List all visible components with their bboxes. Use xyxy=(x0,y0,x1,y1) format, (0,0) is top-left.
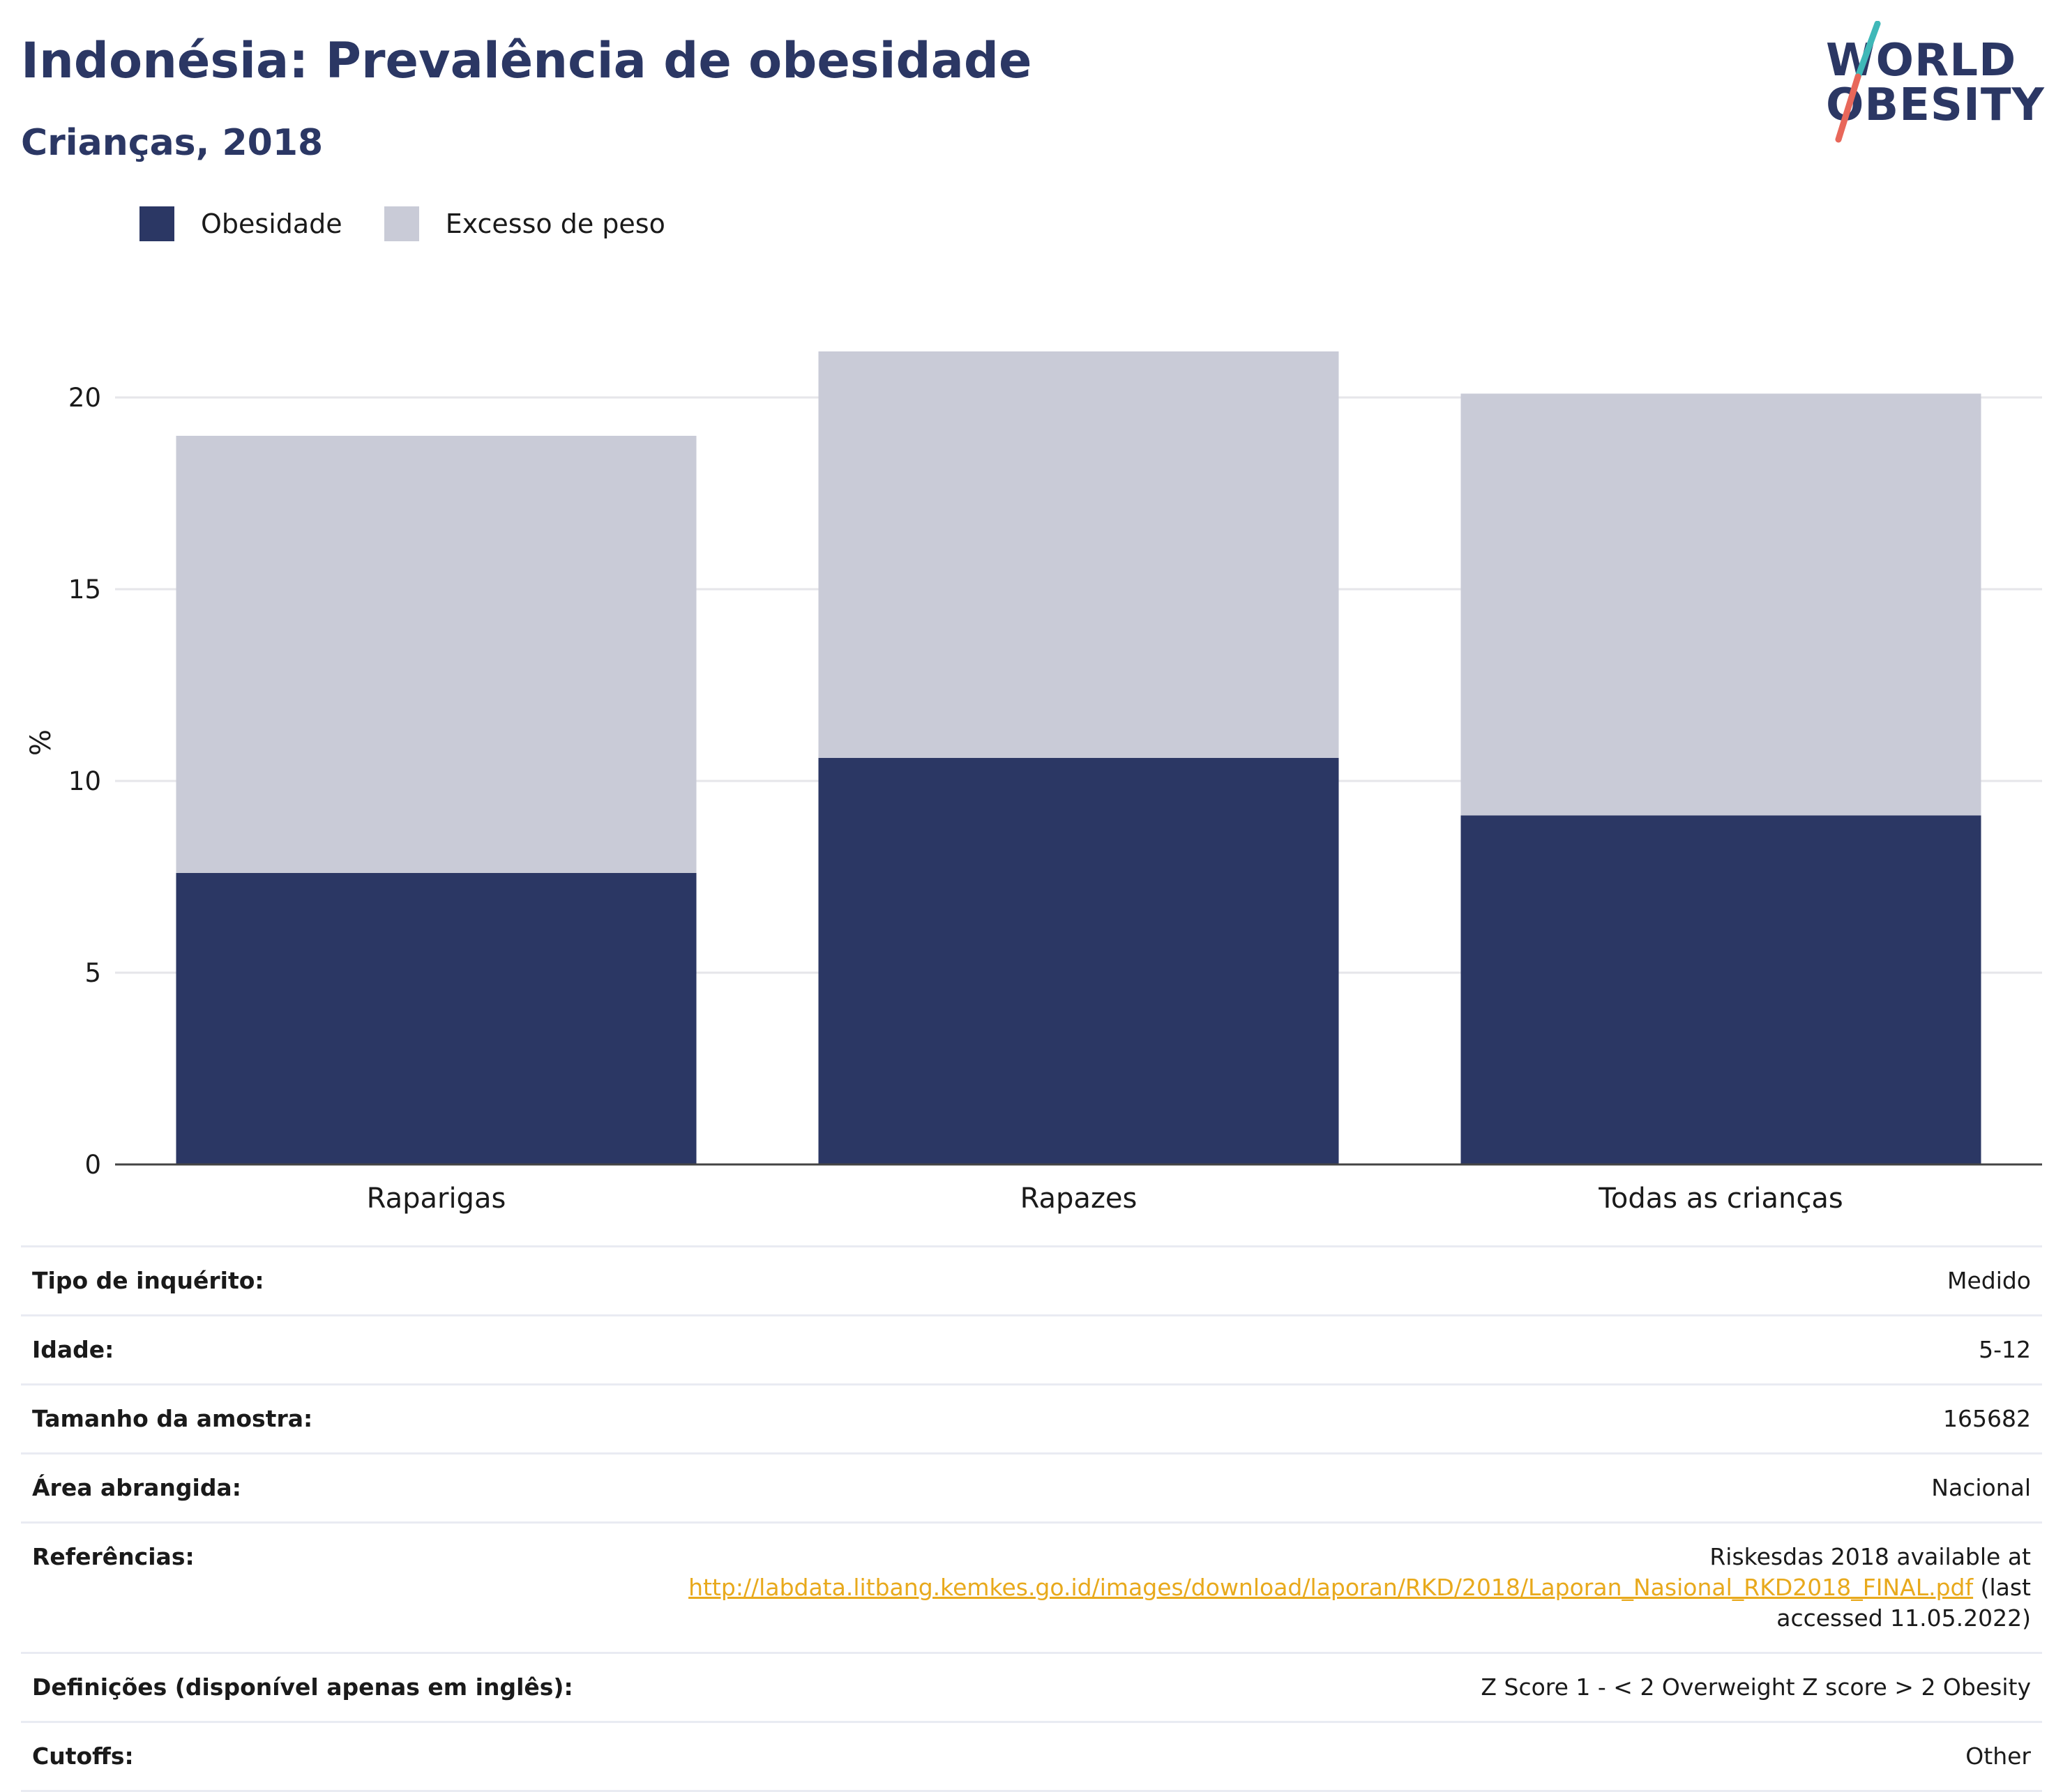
details-label: Idade: xyxy=(32,1336,114,1363)
world-obesity-logo: WORLD OBESITY xyxy=(1813,21,2050,146)
bar-excesso-de-peso xyxy=(1460,393,1981,816)
bar-obesidade xyxy=(1460,815,1981,1164)
survey-details-table: Tipo de inquérito: Medido Idade: 5-12 Ta… xyxy=(21,1245,2042,1792)
bar-excesso-de-peso xyxy=(176,436,697,873)
y-tick-label: 15 xyxy=(68,575,101,605)
bar-obesidade xyxy=(818,758,1339,1164)
legend-label-excesso-de-peso: Excesso de peso xyxy=(445,208,665,239)
logo-slash-icon xyxy=(1835,21,1881,143)
details-row-area: Área abrangida: Nacional xyxy=(21,1452,2042,1521)
details-row-sample-size: Tamanho da amostra: 165682 xyxy=(21,1383,2042,1452)
legend-item-excesso-de-peso[interactable]: Excesso de peso xyxy=(384,206,665,241)
y-tick-label: 0 xyxy=(84,1150,101,1180)
reference-access-note: (last accessed 11.05.2022) xyxy=(1776,1574,2031,1632)
y-tick-label: 5 xyxy=(84,958,101,988)
logo-word-obesity: OBESITY xyxy=(1826,79,2045,131)
details-label: Definições (disponível apenas em inglês)… xyxy=(32,1673,573,1701)
details-value-references: Riskesdas 2018 available at http://labda… xyxy=(636,1542,2031,1634)
chart-title: Indonésia: Prevalência de obesidade xyxy=(21,32,1032,89)
details-value: 5-12 xyxy=(1979,1336,2031,1363)
details-label: Referências: xyxy=(32,1543,195,1570)
legend-swatch-obesidade xyxy=(139,206,174,241)
legend-swatch-excesso-de-peso xyxy=(384,206,419,241)
legend-item-obesidade[interactable]: Obesidade xyxy=(139,206,342,241)
bar-obesidade xyxy=(176,873,697,1164)
x-tick-label: Todas as crianças xyxy=(1598,1183,1843,1215)
details-row-cutoffs: Cutoffs: Other xyxy=(21,1721,2042,1792)
bar-chart: 0 5 10 15 20% Raparigas Rapazes Todas as crianç… xyxy=(25,351,2042,1215)
details-label: Cutoffs: xyxy=(32,1742,134,1770)
details-label: Área abrangida: xyxy=(32,1474,241,1501)
y-axis-title: % xyxy=(25,729,57,756)
bar-excesso-de-peso xyxy=(818,351,1339,758)
y-tick-label: 20 xyxy=(68,383,101,413)
details-label: Tipo de inquérito: xyxy=(32,1267,264,1294)
details-value: Z Score 1 - < 2 Overweight Z score > 2 O… xyxy=(1481,1673,2031,1701)
chart-subtitle: Crianças, 2018 xyxy=(21,122,324,164)
details-value: Other xyxy=(1965,1742,2031,1770)
details-value: Nacional xyxy=(1931,1474,2031,1501)
details-label: Tamanho da amostra: xyxy=(32,1405,313,1432)
x-tick-label: Rapazes xyxy=(1020,1183,1138,1215)
details-row-age: Idade: 5-12 xyxy=(21,1314,2042,1383)
details-value: 165682 xyxy=(1943,1405,2031,1432)
reference-text: Riskesdas 2018 available at xyxy=(1709,1543,2031,1570)
details-row-references: Referências: Riskesdas 2018 available at… xyxy=(21,1521,2042,1652)
x-tick-label: Raparigas xyxy=(367,1183,506,1215)
chart-legend: Obesidade Excesso de peso xyxy=(139,206,707,241)
details-row-survey-type: Tipo de inquérito: Medido xyxy=(21,1245,2042,1314)
legend-label-obesidade: Obesidade xyxy=(201,208,342,239)
details-value: Medido xyxy=(1947,1267,2031,1294)
reference-link[interactable]: http://labdata.litbang.kemkes.go.id/imag… xyxy=(688,1574,1974,1601)
details-row-definitions: Definições (disponível apenas em inglês)… xyxy=(21,1652,2042,1721)
y-tick-label: 10 xyxy=(68,766,101,796)
